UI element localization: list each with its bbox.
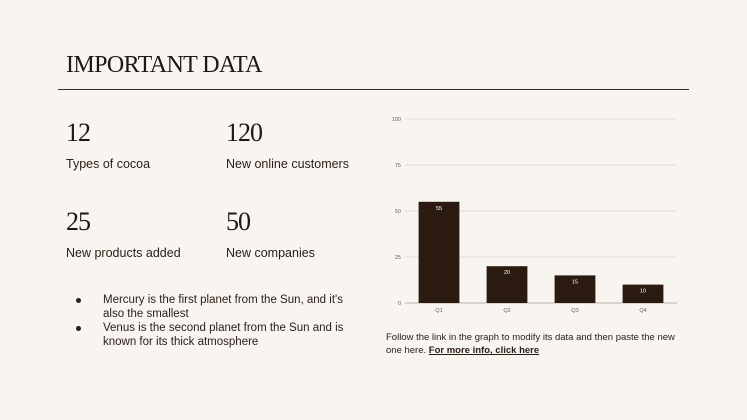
- bullet-dot-icon: [76, 326, 81, 331]
- y-tick-label: 100: [392, 117, 401, 123]
- x-tick-label: Q3: [571, 308, 578, 314]
- bullet-text: Venus is the second planet from the Sun …: [103, 322, 344, 348]
- bullet-list: Mercury is the first planet from the Sun…: [66, 293, 366, 349]
- data-label: 15: [572, 279, 578, 285]
- data-label: 55: [436, 206, 442, 212]
- y-tick-label: 0: [398, 301, 401, 307]
- caption-text: Follow the link in the graph to modify i…: [386, 332, 675, 356]
- x-tick-label: Q2: [503, 308, 510, 314]
- bullet-text: Mercury is the first planet from the Sun…: [103, 294, 343, 320]
- x-tick-label: Q1: [435, 308, 442, 314]
- bar-q3: [554, 275, 596, 303]
- bar-chart[interactable]: 0 25 50 75 100 55 Q1 20 Q2 15 Q3 10 Q4: [380, 110, 685, 320]
- more-info-link[interactable]: For more info, click here: [428, 345, 540, 356]
- data-label: 10: [640, 289, 646, 295]
- y-tick-label: 25: [395, 255, 401, 261]
- stat-value-types-of-cocoa: 12: [66, 118, 91, 147]
- bar-q2: [486, 266, 528, 303]
- bullet-dot-icon: [76, 298, 81, 303]
- bar-q4: [622, 284, 664, 303]
- data-label: 20: [504, 270, 510, 276]
- bullet-item: Venus is the second planet from the Sun …: [66, 321, 366, 349]
- stat-label-new-companies: New companies: [226, 246, 315, 260]
- stat-label-types-of-cocoa: Types of cocoa: [66, 157, 151, 171]
- stat-value-online-customers: 120: [226, 118, 263, 147]
- title-divider: [58, 89, 689, 90]
- y-tick-label: 50: [395, 209, 401, 215]
- stat-value-new-products: 25: [66, 207, 91, 236]
- stat-value-new-companies: 50: [226, 207, 251, 236]
- y-tick-label: 75: [395, 163, 401, 169]
- bullet-item: Mercury is the first planet from the Sun…: [66, 293, 366, 321]
- chart-caption: Follow the link in the graph to modify i…: [386, 331, 686, 357]
- x-tick-label: Q4: [639, 308, 646, 314]
- slide-title: IMPORTANT DATA: [66, 51, 262, 79]
- stat-label-online-customers: New online customers: [226, 157, 349, 171]
- bar-q1: [418, 201, 460, 303]
- stat-label-new-products: New products added: [66, 246, 181, 260]
